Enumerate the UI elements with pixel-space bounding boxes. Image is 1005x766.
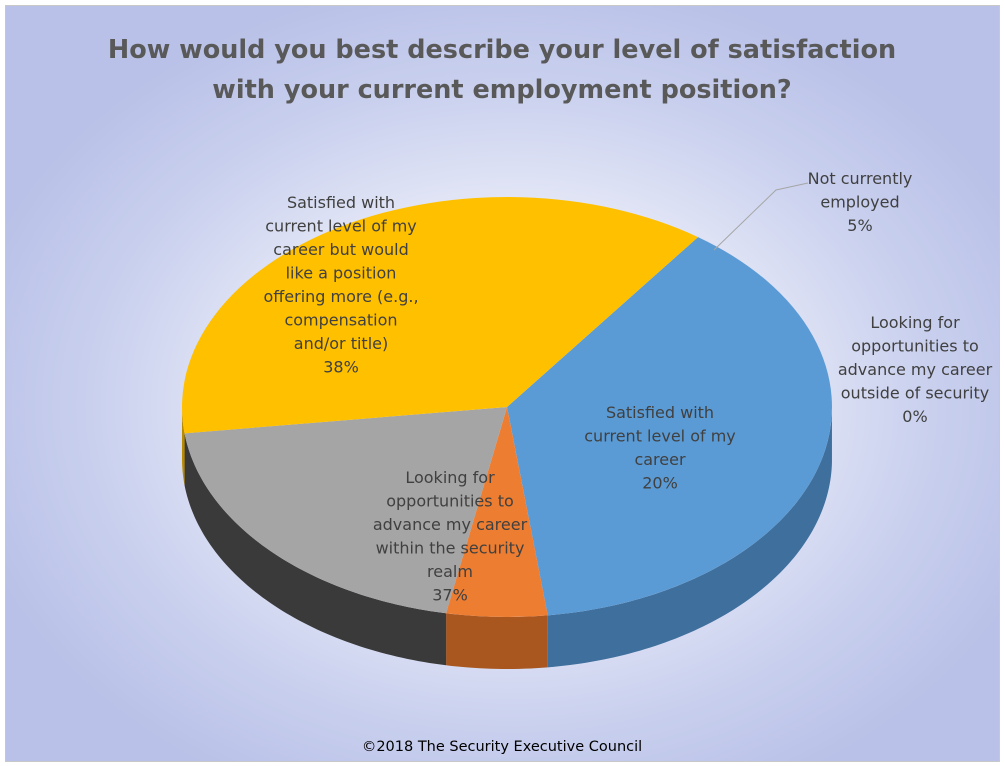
chart-frame: How would you best describe your level o… <box>5 5 1000 762</box>
slice-label-line: outside of security <box>841 384 989 403</box>
pie-side-within_security <box>182 407 185 486</box>
slice-label-line: current level of my <box>265 217 417 236</box>
slice-label-satisfied_more: Satisfied with current level of my career … <box>263 193 418 377</box>
pie-slices <box>181 197 832 617</box>
slice-label-line: current level of my <box>584 427 736 446</box>
slice-label-line: and/or title) <box>294 334 388 353</box>
chart-title-line-1: How would you best describe your level o… <box>108 35 896 65</box>
slice-label-line: career but would <box>273 240 408 259</box>
slice-label-line: Looking for <box>405 468 495 487</box>
slice-label-line: Not currently <box>808 169 913 188</box>
slice-label-line: within the security <box>376 539 525 558</box>
slice-label-line: opportunities to <box>851 337 979 356</box>
pie-side-satisfied <box>184 433 447 666</box>
pie-slice-satisfied_more <box>507 237 832 616</box>
pie-3d-sides <box>182 407 832 669</box>
pie-slice-satisfied <box>184 407 507 614</box>
pie-slice-not_employed <box>446 407 548 617</box>
slice-percent-satisfied_more: 38% <box>323 358 359 377</box>
pie-side-not_employed <box>446 613 548 669</box>
chart-title-line-2: with your current employment position? <box>212 75 791 105</box>
slice-label-satisfied: Satisfied with current level of my career 2… <box>584 403 736 493</box>
slice-label-line: opportunities to <box>386 492 514 511</box>
slice-label-line: compensation <box>284 311 397 330</box>
slice-label-line: like a position <box>286 264 397 283</box>
slice-label-within_security: Looking for opportunities to advance my ca… <box>373 468 528 605</box>
leader-line-not-employed <box>713 182 809 251</box>
slice-label-line: advance my career <box>838 360 993 379</box>
slice-percent-satisfied: 20% <box>642 474 678 493</box>
pie-slice-within_security <box>181 197 699 434</box>
chart-title: How would you best describe your level o… <box>108 35 896 105</box>
slice-label-line: realm <box>427 562 473 581</box>
slice-label-line: employed <box>820 193 899 212</box>
slice-label-line: Satisfied with <box>287 193 395 212</box>
pie-chart: How would you best describe your level o… <box>108 35 993 755</box>
slice-labels: Satisfied with current level of my career … <box>263 169 992 605</box>
slice-label-outside_security: Looking for opportunities to advance my ca… <box>838 313 993 426</box>
slice-percent-within_security: 37% <box>432 586 468 605</box>
slice-label-line: career <box>634 450 686 469</box>
slice-percent-outside_security: 0% <box>902 407 927 426</box>
slice-label-line: Looking for <box>870 313 960 332</box>
copyright-footer: ©2018 The Security Executive Council <box>362 739 642 755</box>
pie-side-satisfied_more <box>547 410 832 668</box>
slice-label-line: advance my career <box>373 515 528 534</box>
slice-label-line: Satisfied with <box>606 403 714 422</box>
slice-percent-not_employed: 5% <box>847 216 872 235</box>
slice-label-line: offering more (e.g., <box>263 287 418 306</box>
slice-label-not_employed: Not currently employed 5% <box>808 169 913 235</box>
